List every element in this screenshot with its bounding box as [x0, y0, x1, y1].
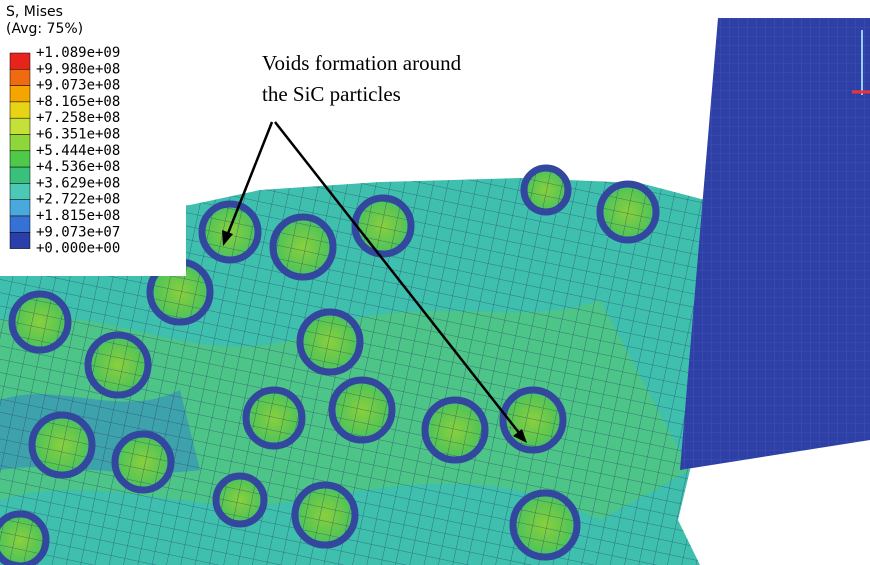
screenshot: S, Mises (Avg: 75%) +1.089e+09+9.980e+08…: [0, 0, 870, 565]
legend-swatch: [10, 135, 30, 151]
particle-mesh: [358, 201, 408, 251]
legend-swatch: [10, 69, 30, 85]
particle-mesh: [428, 403, 482, 457]
legend-label: +1.815e+08: [36, 208, 120, 224]
legend-label: +7.258e+08: [36, 110, 120, 126]
annotation-line: the SiC particles: [262, 82, 401, 106]
legend-label: +1.089e+09: [36, 45, 120, 61]
legend-label: +9.980e+08: [36, 61, 120, 77]
particle-mesh: [118, 437, 168, 487]
particle-mesh: [91, 338, 145, 392]
legend-label: +5.444e+08: [36, 143, 120, 159]
particle-mesh: [35, 418, 89, 472]
particle-mesh: [15, 297, 65, 347]
legend-label: +9.073e+08: [36, 78, 120, 94]
legend-label: +3.629e+08: [36, 175, 120, 191]
particle-mesh: [527, 171, 565, 209]
legend-title: S, Mises: [6, 4, 63, 20]
legend-label: +9.073e+07: [36, 224, 120, 240]
legend-label: +0.000e+00: [36, 241, 120, 257]
legend-label: +4.536e+08: [36, 159, 120, 175]
legend-swatch: [10, 167, 30, 183]
legend-swatch: [10, 53, 30, 69]
legend-swatch: [10, 151, 30, 167]
legend-label: +2.722e+08: [36, 192, 120, 208]
particle-mesh: [219, 479, 261, 521]
particle-mesh: [276, 220, 330, 274]
annotation-line: Voids formation around: [262, 51, 462, 75]
legend-swatch: [10, 200, 30, 216]
legend-swatch: [10, 216, 30, 232]
legend-swatch: [10, 183, 30, 199]
legend-label: +8.165e+08: [36, 94, 120, 110]
particle-mesh: [298, 488, 352, 542]
particle-mesh: [249, 393, 299, 443]
tool: [680, 18, 870, 470]
particle-mesh: [506, 393, 560, 447]
legend-label: +6.351e+08: [36, 127, 120, 143]
legend-subtitle: (Avg: 75%): [6, 21, 83, 37]
particle-mesh: [335, 383, 389, 437]
particle-mesh: [516, 496, 574, 554]
particle-mesh: [603, 187, 653, 237]
legend-swatch: [10, 86, 30, 102]
legend-swatch: [10, 232, 30, 248]
particle-mesh: [303, 315, 357, 369]
legend: S, Mises (Avg: 75%) +1.089e+09+9.980e+08…: [0, 0, 186, 276]
legend-swatch: [10, 102, 30, 118]
particle-mesh: [205, 207, 255, 257]
legend-swatch: [10, 118, 30, 134]
